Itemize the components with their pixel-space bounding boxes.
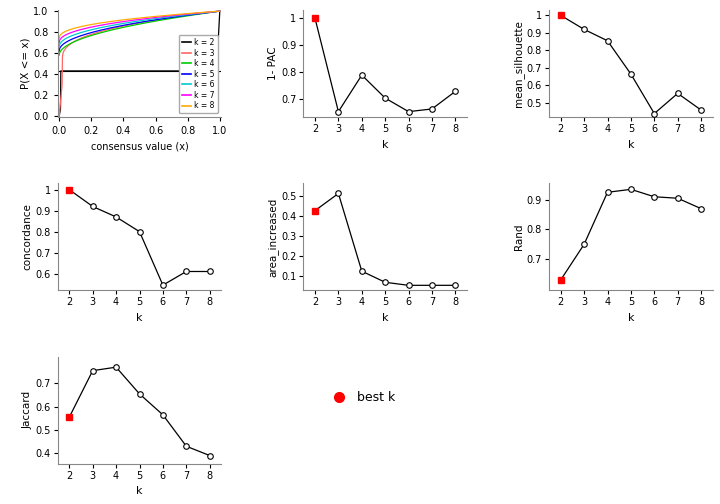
k = 2: [215, 8, 224, 14]
Y-axis label: area_increased: area_increased: [267, 197, 278, 277]
Y-axis label: 1- PAC: 1- PAC: [269, 47, 278, 80]
Line: k = 3: k = 3: [59, 11, 220, 116]
k = 7: [186, 11, 195, 17]
k = 4: [131, 22, 140, 28]
k = 5: [132, 20, 141, 26]
k = 7: [142, 16, 150, 22]
Line: k = 4: k = 4: [59, 11, 220, 55]
X-axis label: k: k: [628, 140, 634, 150]
k = 5: [186, 12, 195, 18]
k = 2: [212, 68, 220, 74]
k = 7: [215, 8, 224, 14]
k = 7: [212, 9, 220, 15]
k = 3: [215, 8, 224, 14]
k = 6: [212, 9, 220, 15]
k = 5: [55, 48, 63, 54]
k = 3: [186, 12, 195, 18]
Text: best k: best k: [357, 391, 395, 404]
Y-axis label: P(X <= x): P(X <= x): [20, 38, 30, 89]
k = 8: [132, 15, 141, 21]
k = 4: [212, 9, 220, 15]
k = 6: [132, 18, 141, 24]
Line: k = 5: k = 5: [59, 11, 220, 51]
k = 6: [150, 16, 159, 22]
k = 7: [131, 17, 140, 23]
Line: k = 8: k = 8: [59, 11, 220, 38]
k = 8: [186, 10, 195, 16]
k = 8: [55, 35, 63, 41]
Line: k = 2: k = 2: [59, 11, 220, 116]
Y-axis label: concordance: concordance: [22, 204, 32, 270]
k = 5: [212, 9, 220, 15]
X-axis label: k: k: [382, 140, 389, 150]
Y-axis label: Jaccard: Jaccard: [22, 391, 32, 429]
X-axis label: k: k: [382, 313, 389, 323]
k = 7: [150, 15, 159, 21]
k = 3: [131, 21, 140, 27]
Line: k = 7: k = 7: [59, 11, 220, 43]
k = 2: [55, 113, 63, 119]
k = 5: [142, 18, 150, 24]
k = 3: [55, 113, 63, 119]
k = 5: [150, 17, 159, 23]
k = 2: [131, 68, 140, 74]
Legend: k = 2, k = 3, k = 4, k = 5, k = 6, k = 7, k = 8: k = 2, k = 3, k = 4, k = 5, k = 6, k = 7…: [179, 35, 217, 113]
k = 4: [55, 52, 63, 58]
k = 2: [132, 68, 141, 74]
k = 8: [215, 8, 224, 14]
X-axis label: k: k: [628, 313, 634, 323]
k = 8: [142, 14, 150, 20]
k = 4: [215, 8, 224, 14]
k = 5: [215, 8, 224, 14]
Line: k = 6: k = 6: [59, 11, 220, 47]
k = 3: [142, 19, 150, 25]
k = 7: [55, 40, 63, 46]
k = 6: [55, 44, 63, 50]
X-axis label: k: k: [136, 313, 143, 323]
k = 2: [186, 68, 195, 74]
k = 4: [150, 18, 159, 24]
k = 3: [212, 9, 220, 15]
k = 7: [132, 17, 141, 23]
k = 8: [131, 16, 140, 22]
k = 6: [215, 8, 224, 14]
k = 6: [142, 17, 150, 23]
k = 6: [131, 19, 140, 25]
k = 5: [131, 20, 140, 26]
k = 4: [132, 22, 141, 28]
k = 3: [150, 17, 159, 23]
k = 3: [132, 20, 141, 26]
k = 8: [150, 14, 159, 20]
k = 4: [186, 12, 195, 18]
k = 2: [150, 68, 159, 74]
k = 4: [142, 20, 150, 26]
k = 8: [212, 9, 220, 15]
X-axis label: k: k: [136, 486, 143, 496]
k = 6: [186, 11, 195, 17]
k = 2: [142, 68, 150, 74]
Y-axis label: mean_silhouette: mean_silhouette: [513, 20, 524, 107]
X-axis label: consensus value (x): consensus value (x): [91, 142, 189, 152]
Y-axis label: Rand: Rand: [514, 224, 524, 250]
